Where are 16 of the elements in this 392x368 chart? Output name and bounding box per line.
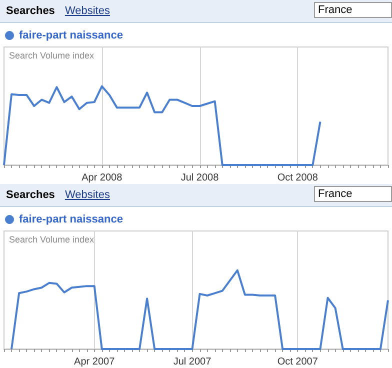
x-tick-label: Apr 2007 <box>74 356 116 368</box>
search-field: France <box>314 2 392 18</box>
x-tick-label: Apr 2008 <box>82 172 123 184</box>
text: Websites <box>64 5 110 17</box>
text: Websites <box>64 189 110 201</box>
text: Searches <box>6 5 55 17</box>
x-tick-label: Jul 2007 <box>173 356 212 368</box>
x-tick-label: Jul 2008 <box>180 172 220 184</box>
legend-label: faire-part naissance <box>19 214 123 226</box>
legend-label: faire-part naissance <box>19 30 123 42</box>
x-tick-label: Oct 2008 <box>277 172 318 184</box>
text: Searches <box>6 189 55 201</box>
y-axis-title: Search Volume index <box>9 234 95 244</box>
y-axis-title: Search Volume index <box>9 50 95 60</box>
x-tick-label: Oct 2007 <box>277 356 318 368</box>
search-field: France <box>314 186 392 202</box>
